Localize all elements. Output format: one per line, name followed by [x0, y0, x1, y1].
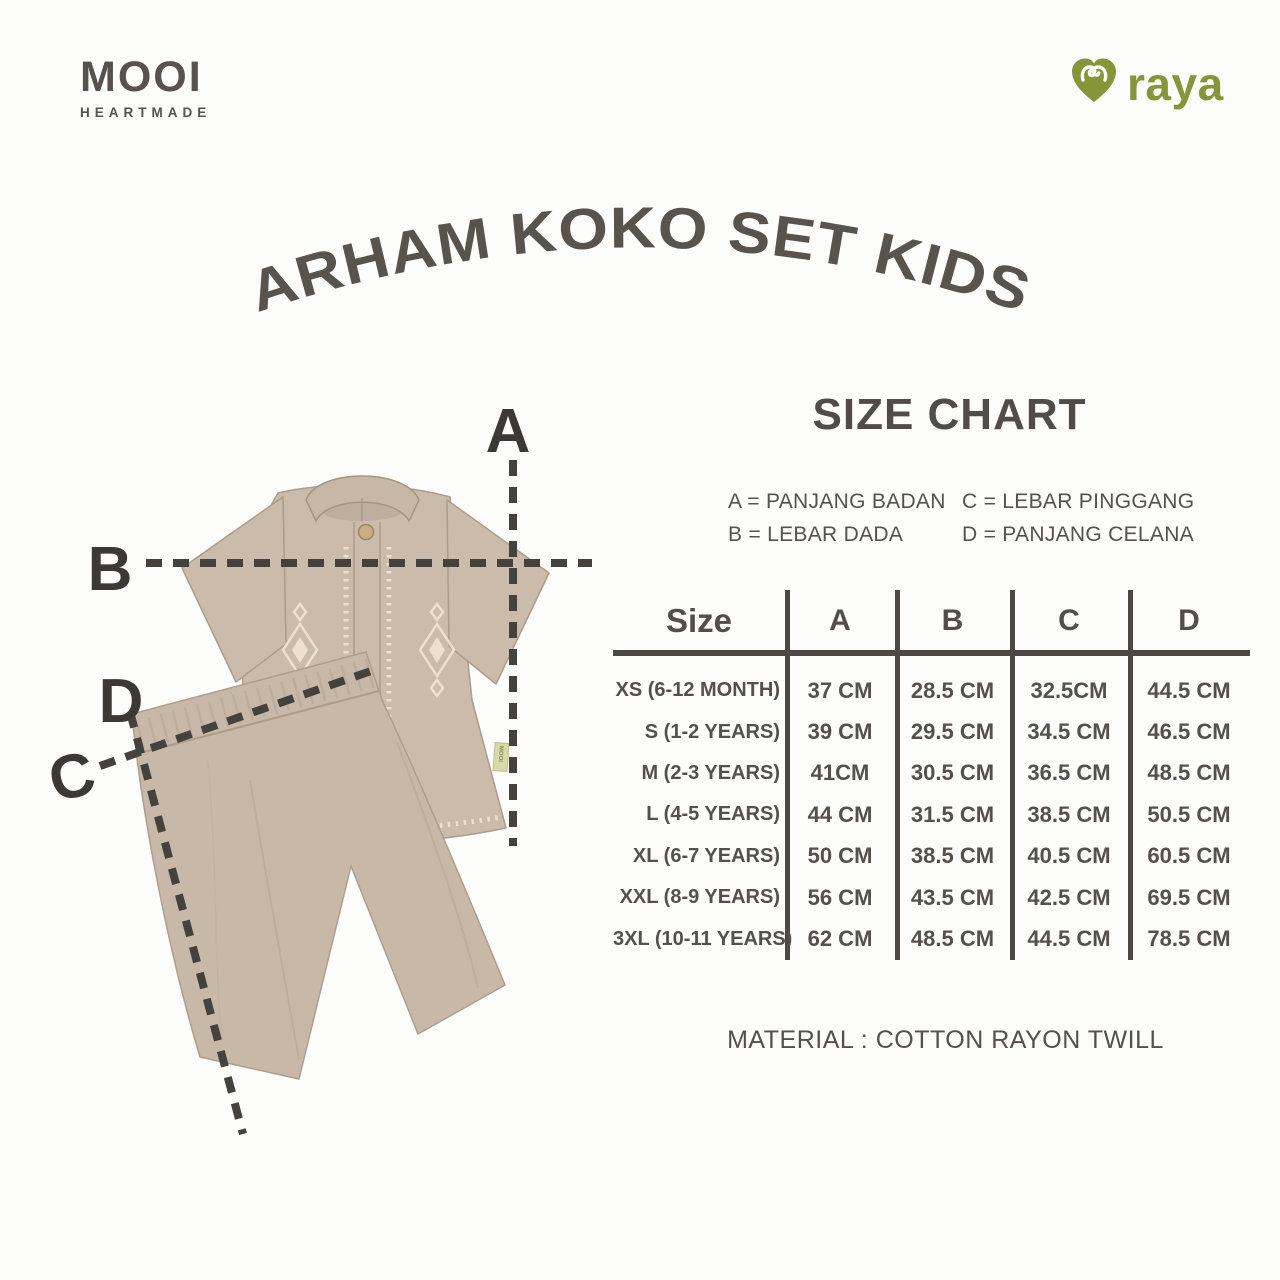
measure-cell: 38.5 CM — [1027, 801, 1111, 827]
measure-cell: 62 CM — [807, 926, 873, 952]
measure-cell: 39 CM — [807, 719, 873, 745]
table-row: XS (6-12 MONTH) 37 CM 28.5 CM 32.5CM 44.5 CM — [613, 670, 1250, 711]
legend-item-d: D = PANJANG CELANA — [962, 523, 1194, 546]
brand-tagline: HEARTMADE — [80, 105, 212, 120]
table-rows: XS (6-12 MONTH) 37 CM 28.5 CM 32.5CM 44.5 CM… — [613, 656, 1250, 960]
product-title: ARHAM KOKO SET KIDS — [241, 195, 1038, 324]
measure-cell: 44.5 CM — [1147, 677, 1231, 703]
measure-cell: 29.5 CM — [910, 719, 995, 745]
heart-icon — [1070, 58, 1118, 109]
measure-cell: 48.5 CM — [1147, 760, 1231, 786]
size-cell: XS (6-12 MONTH) — [615, 679, 780, 702]
measure-cell: 30.5 CM — [910, 760, 995, 786]
table-row: L (4-5 YEARS) 44 CM 31.5 CM 38.5 CM 50.5 CM — [613, 794, 1250, 835]
measure-cell: 69.5 CM — [1147, 884, 1231, 910]
measure-cell: 34.5 CM — [1027, 719, 1111, 745]
legend-item-b: B = LEBAR DADA — [728, 523, 904, 546]
size-table: Size A B C D XS (6-12 MONTH) 37 CM 28.5 CM… — [613, 590, 1250, 962]
embroidery-motif — [418, 601, 456, 699]
measure-cell: 78.5 CM — [1147, 926, 1231, 952]
brand-logo: MOOI HEARTMADE — [80, 53, 212, 121]
measure-cell: 44.5 CM — [1027, 926, 1111, 952]
measure-cell: 32.5CM — [1030, 677, 1108, 703]
measurement-legend: A = PANJANG BADAN C = LEBAR PINGGANG B =… — [728, 490, 1194, 556]
shirt-button — [357, 523, 375, 541]
hem-embroidery — [255, 814, 502, 832]
measurement-line-d — [126, 710, 247, 1136]
table-divider — [785, 590, 790, 960]
table-header-rule — [613, 650, 1250, 656]
measure-cell: 60.5 CM — [1147, 843, 1231, 869]
table-divider — [1128, 590, 1133, 960]
column-header-size: Size — [665, 602, 733, 639]
marker-label-b: B — [88, 535, 133, 604]
table-row: 3XL (10-11 YEARS) 62 CM 48.5 CM 44.5 CM 78.5… — [613, 918, 1250, 959]
marker-label-d: D — [99, 667, 144, 736]
measure-cell: 56 CM — [807, 884, 873, 910]
garment-diagram: MOOI A B C D — [42, 400, 592, 1136]
left-sleeve — [181, 496, 287, 683]
measure-cell: 48.5 CM — [910, 926, 995, 952]
raya-logo: raya — [1070, 58, 1224, 109]
size-cell: L (4-5 YEARS) — [646, 803, 780, 826]
size-cell: XL (6-7 YEARS) — [632, 844, 780, 867]
svg-text:MOOI: MOOI — [497, 746, 504, 763]
measure-cell: 28.5 CM — [910, 677, 995, 703]
measure-cell: 44 CM — [807, 801, 873, 827]
size-chart-heading: SIZE CHART — [812, 390, 1087, 439]
marker-label-c: C — [42, 738, 102, 816]
table-divider — [895, 590, 900, 960]
product-title-arc: ARHAM KOKO SET KIDS — [241, 195, 1038, 324]
right-sleeve — [446, 499, 550, 685]
table-divider — [1010, 590, 1015, 960]
legend-item-a: A = PANJANG BADAN — [728, 490, 946, 513]
size-cell: M (2-3 YEARS) — [641, 761, 780, 784]
table-row: M (2-3 YEARS) 41CM 30.5 CM 36.5 CM 48.5 CM — [613, 753, 1250, 794]
waistband-seam — [139, 690, 380, 754]
measure-cell: 50 CM — [807, 843, 873, 869]
measure-cell: 40.5 CM — [1027, 843, 1111, 869]
table-row: XXL (8-9 YEARS) 56 CM 43.5 CM 42.5 CM 69.5 C… — [613, 877, 1250, 918]
measure-cell: 36.5 CM — [1027, 760, 1111, 786]
size-cell: 3XL (10-11 YEARS) — [613, 927, 793, 950]
measure-cell: 41CM — [810, 760, 870, 786]
measure-cell: 31.5 CM — [910, 801, 995, 827]
table-header-row: Size A B C D — [613, 590, 1250, 648]
measure-cell: 37 CM — [807, 677, 873, 703]
brand-tag: MOOI — [492, 742, 510, 772]
material-note: MATERIAL : COTTON RAYON TWILL — [727, 1026, 1164, 1054]
brand-name: MOOI — [80, 53, 203, 101]
measure-cell: 38.5 CM — [910, 843, 995, 869]
column-header-a: A — [829, 604, 851, 637]
size-cell: S (1-2 YEARS) — [644, 720, 780, 743]
table-row: XL (6-7 YEARS) 50 CM 38.5 CM 40.5 CM 60.5 CM — [613, 836, 1250, 877]
legend-item-c: C = LEBAR PINGGANG — [962, 490, 1195, 513]
column-header-b: B — [941, 604, 964, 637]
measure-cell: 42.5 CM — [1027, 884, 1111, 910]
measure-cell: 50.5 CM — [1147, 801, 1231, 827]
measurement-line-c — [98, 667, 373, 770]
column-header-c: C — [1058, 604, 1080, 637]
raya-wordmark: raya — [1127, 57, 1224, 110]
table-row: S (1-2 YEARS) 39 CM 29.5 CM 34.5 CM 46.5 CM — [613, 711, 1250, 752]
measure-cell: 43.5 CM — [910, 884, 995, 910]
marker-label-a: A — [486, 400, 531, 466]
size-cell: XXL (8-9 YEARS) — [619, 886, 780, 909]
column-header-d: D — [1178, 604, 1200, 637]
measure-cell: 46.5 CM — [1147, 719, 1231, 745]
